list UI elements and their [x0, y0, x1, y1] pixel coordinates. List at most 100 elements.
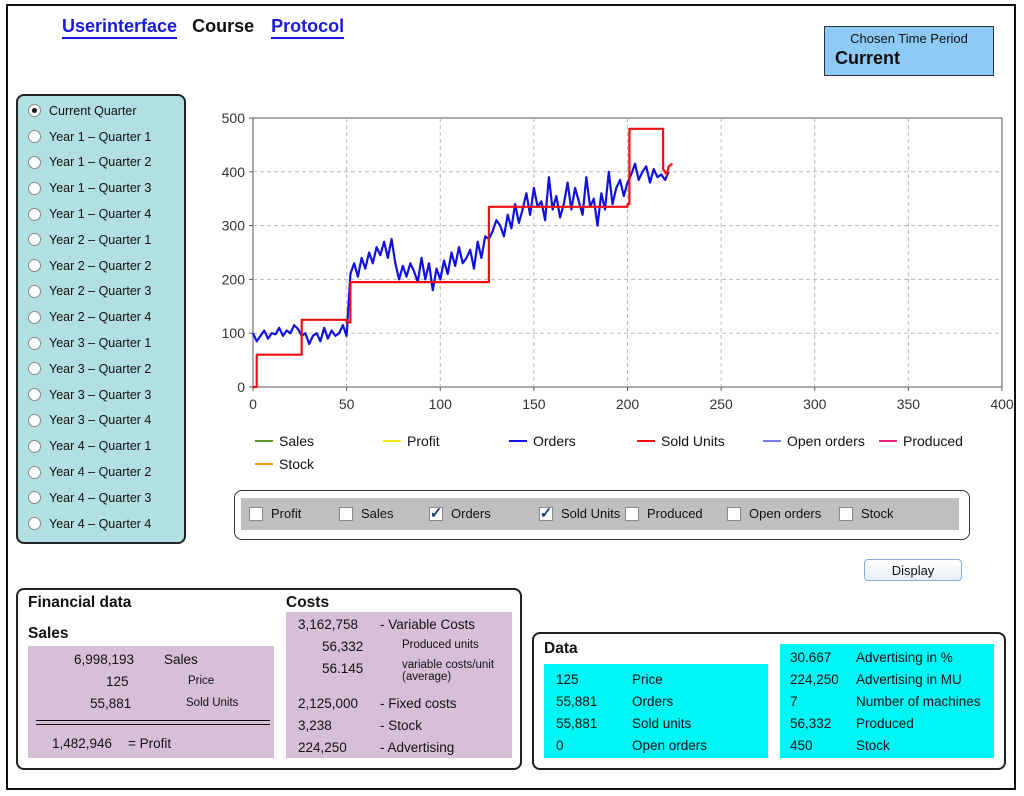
x-tick-label: 50 — [339, 396, 355, 412]
quarter-option[interactable]: Year 4 – Quarter 2 — [28, 459, 184, 485]
checkbox[interactable] — [727, 506, 741, 521]
radio-button[interactable] — [28, 388, 41, 402]
radio-button[interactable] — [28, 413, 41, 427]
quarter-option[interactable]: Year 3 – Quarter 3 — [28, 382, 184, 408]
series-checkbox-orders[interactable]: ✓ Orders — [429, 506, 491, 521]
radio-button[interactable] — [28, 104, 41, 118]
quarter-option[interactable]: Year 2 – Quarter 3 — [28, 279, 184, 305]
quarter-option[interactable]: Current Quarter — [28, 98, 184, 124]
series-checkbox-sales[interactable]: Sales — [339, 506, 394, 521]
quarter-label: Year 2 – Quarter 1 — [49, 232, 152, 247]
radio-button[interactable] — [28, 207, 41, 221]
variable-cost-unit-value: 56.145 — [322, 661, 364, 676]
quarter-label: Year 3 – Quarter 4 — [49, 413, 152, 428]
profit-label: = Profit — [128, 736, 172, 751]
series-checkbox-sold-units[interactable]: ✓ Sold Units — [539, 506, 620, 521]
radio-button[interactable] — [28, 130, 41, 144]
radio-button[interactable] — [28, 517, 41, 531]
quarter-option[interactable]: Year 1 – Quarter 2 — [28, 150, 184, 176]
sum-divider — [36, 720, 270, 725]
price-label: Price — [188, 675, 215, 687]
legend-label: Profit — [407, 433, 440, 449]
quarter-option[interactable]: Year 1 – Quarter 4 — [28, 201, 184, 227]
quarter-label: Year 1 – Quarter 3 — [49, 181, 152, 196]
produced-units-label: Produced units — [402, 639, 479, 651]
nav-protocol-link[interactable]: Protocol — [271, 16, 345, 39]
radio-button[interactable] — [28, 491, 41, 505]
quarter-label: Year 2 – Quarter 3 — [49, 284, 152, 299]
checkbox[interactable]: ✓ — [539, 504, 553, 522]
sold-data-value: 55,881 — [556, 716, 598, 731]
legend-label: Sales — [279, 433, 315, 449]
checkbox-label: Produced — [647, 506, 703, 521]
legend-swatch — [763, 440, 781, 442]
quarter-option[interactable]: Year 3 – Quarter 1 — [28, 330, 184, 356]
y-tick-label: 0 — [237, 379, 245, 395]
checkbox[interactable] — [625, 506, 639, 521]
checkbox-label: Sold Units — [561, 506, 621, 521]
legend-item: Stock — [255, 456, 314, 472]
sales-title: Sales — [28, 625, 69, 642]
y-tick-label: 200 — [222, 271, 246, 287]
radio-button[interactable] — [28, 439, 41, 453]
profit-value: 1,482,946 — [52, 736, 113, 751]
advertising-cost-label: - Advertising — [380, 740, 455, 755]
legend-swatch — [637, 440, 655, 442]
financial-data-title: Financial data — [28, 594, 132, 611]
quarter-option[interactable]: Year 2 – Quarter 4 — [28, 304, 184, 330]
nav-userinterface-link[interactable]: Userinterface — [62, 16, 178, 39]
radio-button[interactable] — [28, 233, 41, 247]
legend-swatch — [255, 440, 273, 442]
data-right-box: 30.667 Advertising in % 224,250 Advertis… — [780, 644, 994, 758]
radio-button[interactable] — [28, 259, 41, 273]
series-checkbox-profit[interactable]: Profit — [249, 506, 301, 521]
radio-button[interactable] — [28, 465, 41, 479]
quarter-option[interactable]: Year 1 – Quarter 1 — [28, 124, 184, 150]
series-checkbox-produced[interactable]: Produced — [625, 506, 703, 521]
radio-button[interactable] — [28, 362, 41, 376]
quarter-option[interactable]: Year 1 – Quarter 3 — [28, 175, 184, 201]
radio-button[interactable] — [28, 181, 41, 195]
radio-button[interactable] — [28, 155, 41, 169]
financial-data-panel: Financial data Sales 6,998,193 Sales 125… — [16, 588, 522, 770]
legend-swatch — [509, 440, 527, 442]
quarter-label: Current Quarter — [49, 103, 137, 118]
quarter-option[interactable]: Year 4 – Quarter 3 — [28, 485, 184, 511]
quarter-option[interactable]: Year 4 – Quarter 4 — [28, 511, 184, 537]
radio-button[interactable] — [28, 284, 41, 298]
checkbox-label: Stock — [861, 506, 894, 521]
checkbox[interactable] — [839, 506, 853, 521]
orders-data-value: 55,881 — [556, 694, 598, 709]
legend-swatch — [879, 440, 897, 442]
display-button[interactable]: Display — [864, 559, 962, 581]
nav-course-label: Course — [192, 16, 255, 36]
legend-item: Produced — [879, 433, 963, 449]
price-data-label: Price — [632, 672, 663, 687]
quarter-option[interactable]: Year 3 – Quarter 4 — [28, 408, 184, 434]
checkbox[interactable] — [249, 506, 263, 521]
price-data-value: 125 — [556, 672, 579, 687]
series-checkbox-open-orders[interactable]: Open orders — [727, 506, 821, 521]
quarter-option[interactable]: Year 2 – Quarter 2 — [28, 253, 184, 279]
sold-units-label: Sold Units — [186, 697, 239, 709]
line-chart: 0 50 100 150 200 250 300 350 400 0 100 200 300 400 500 — [222, 110, 1014, 412]
legend-swatch — [383, 440, 401, 442]
quarter-label: Year 4 – Quarter 2 — [49, 465, 152, 480]
series-checkbox-stock[interactable]: Stock — [839, 506, 894, 521]
checkbox[interactable]: ✓ — [429, 504, 443, 522]
checkbox[interactable] — [339, 506, 353, 521]
data-left-box: 125 Price 55,881 Orders 55,881 Sold unit… — [544, 664, 768, 758]
radio-button[interactable] — [28, 336, 41, 350]
quarter-label: Year 3 – Quarter 2 — [49, 361, 152, 376]
quarter-option[interactable]: Year 3 – Quarter 2 — [28, 356, 184, 382]
data-panel: Data 125 Price 55,881 Orders 55,881 Sold… — [532, 632, 1006, 770]
period-label: Chosen Time Period — [850, 31, 968, 46]
x-tick-label: 250 — [709, 396, 733, 412]
advertising-cost-value: 224,250 — [298, 740, 347, 755]
quarter-option[interactable]: Year 2 – Quarter 1 — [28, 227, 184, 253]
chosen-time-period-box: Chosen Time Period Current — [824, 26, 994, 76]
quarter-option[interactable]: Year 4 – Quarter 1 — [28, 433, 184, 459]
radio-button[interactable] — [28, 310, 41, 324]
stock-data-value: 450 — [790, 738, 813, 753]
sold-data-label: Sold units — [632, 716, 692, 731]
